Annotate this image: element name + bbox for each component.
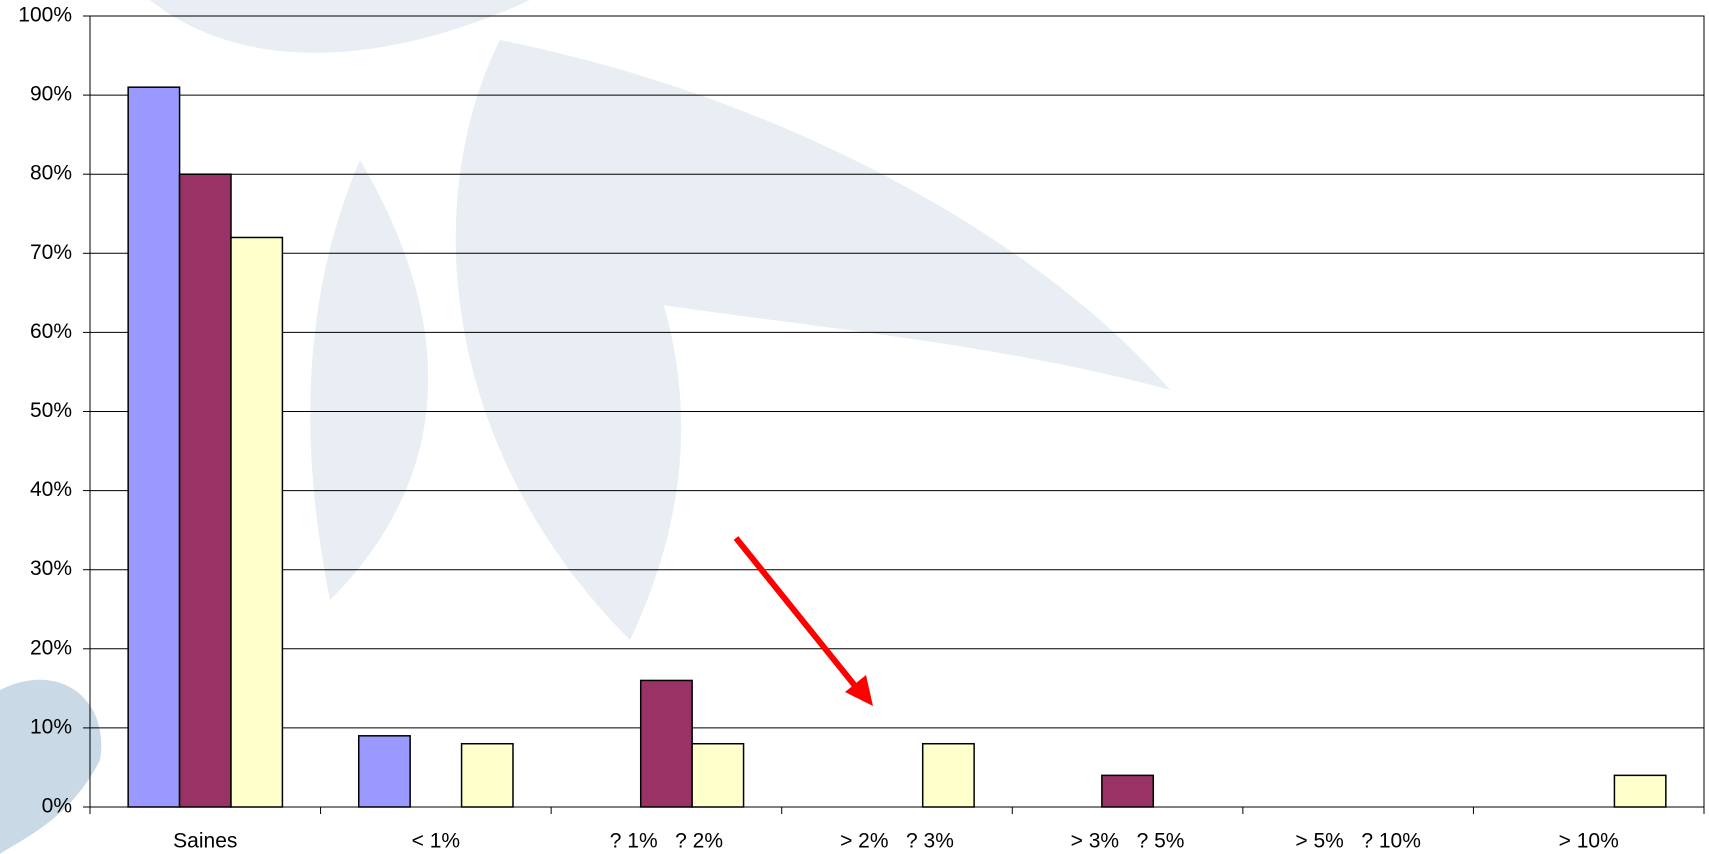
- leaf: [310, 160, 429, 600]
- y-tick-label: 100%: [18, 4, 72, 27]
- watermark: [0, 0, 1170, 854]
- bar: [357, 735, 411, 808]
- bar: [1101, 774, 1155, 808]
- bars: [127, 86, 1667, 808]
- bar: [178, 173, 232, 808]
- y-tick-label: 30%: [30, 557, 72, 580]
- y-tick-label: 60%: [30, 320, 72, 343]
- leaf: [500, 40, 1170, 390]
- y-tick-label: 20%: [30, 636, 72, 659]
- x-tick-label: < 1%: [412, 830, 460, 853]
- y-tick-label: 0%: [42, 795, 72, 818]
- y-tick-label: 40%: [30, 478, 72, 501]
- y-tick-label: 90%: [30, 83, 72, 106]
- bar: [691, 742, 745, 808]
- y-tick-label: 10%: [30, 715, 72, 738]
- leaf: [0, 679, 102, 854]
- y-tick-label: 50%: [30, 399, 72, 422]
- x-tick-label: > 2% ? 3%: [840, 830, 954, 853]
- plot-frame: [89, 15, 1705, 808]
- x-tick-label: Saines: [173, 830, 237, 853]
- x-tick-label: > 10%: [1559, 830, 1619, 853]
- x-tick-label: > 5% ? 10%: [1295, 830, 1421, 853]
- bar: [230, 236, 284, 808]
- bar: [639, 679, 693, 808]
- x-tick-label: > 3% ? 5%: [1071, 830, 1185, 853]
- y-tick-label: 70%: [30, 241, 72, 264]
- bar: [1613, 774, 1667, 808]
- arrow-head: [845, 675, 873, 706]
- x-tick-label: ? 1% ? 2%: [610, 830, 723, 853]
- bar: [127, 86, 181, 808]
- bar: [460, 742, 514, 808]
- bar: [921, 742, 975, 808]
- leaf: [455, 40, 682, 640]
- arrow-shaft: [733, 536, 863, 694]
- leaf: [150, 0, 530, 53]
- y-tick-label: 80%: [30, 162, 72, 185]
- annotation-arrow: [733, 536, 873, 706]
